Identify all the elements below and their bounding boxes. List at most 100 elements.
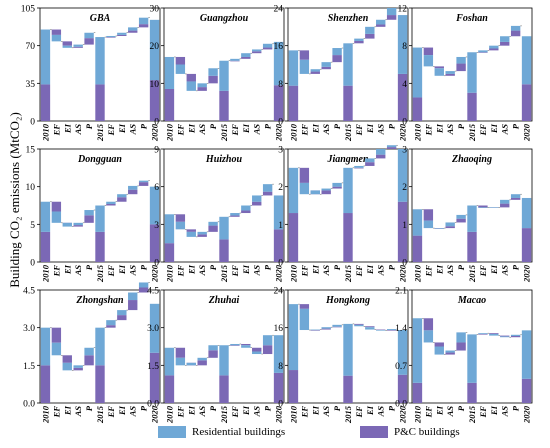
bar-pc-change bbox=[175, 347, 186, 358]
y-tick-label: 10 bbox=[150, 80, 160, 90]
x-tick-label: EF bbox=[478, 406, 488, 419]
bar-residential-change bbox=[445, 350, 455, 353]
x-tick-label: 2015 bbox=[95, 264, 105, 283]
x-tick-label: 2015 bbox=[95, 405, 105, 424]
bar-pc-change bbox=[456, 342, 466, 351]
bar-residential-change bbox=[423, 220, 434, 229]
x-tick-label: 2010 bbox=[288, 405, 298, 424]
x-tick-label: 2020 bbox=[398, 123, 408, 142]
bar-residential-change bbox=[241, 205, 251, 211]
y-tick-label: 4.5 bbox=[23, 287, 35, 297]
x-tick-label: EF bbox=[423, 406, 433, 419]
bar-residential bbox=[343, 323, 353, 376]
bar-residential-change bbox=[84, 32, 94, 39]
bar-residential-change bbox=[445, 71, 455, 74]
y-tick-label: 35 bbox=[26, 80, 36, 90]
bar-residential-change bbox=[456, 214, 466, 219]
bar-residential bbox=[219, 216, 229, 240]
bar-residential-change bbox=[230, 343, 240, 346]
bar-pc bbox=[95, 365, 105, 403]
x-tick-label: EF bbox=[354, 265, 364, 278]
bar-residential-change bbox=[138, 17, 149, 25]
x-tick-label: EF bbox=[106, 124, 116, 137]
bar-pc bbox=[219, 90, 229, 121]
x-tick-label: 2020 bbox=[522, 405, 532, 424]
bar-residential-change bbox=[354, 165, 364, 168]
bar-pc-change bbox=[321, 190, 331, 195]
bar-pc-change bbox=[208, 225, 218, 232]
bar-pc-change bbox=[299, 304, 310, 309]
x-tick-label: 2015 bbox=[95, 123, 105, 142]
x-tick-label: 2015 bbox=[219, 264, 229, 283]
panel-title: Zhuhai bbox=[208, 295, 240, 306]
bar-residential-change bbox=[386, 329, 397, 331]
bar-pc-change bbox=[299, 50, 310, 60]
x-tick-label: AS bbox=[321, 406, 331, 418]
x-tick-label: AS bbox=[321, 124, 331, 136]
x-tick-label: EF bbox=[175, 265, 185, 278]
bar-pc-change bbox=[186, 73, 196, 82]
bar-pc-change bbox=[332, 55, 342, 63]
x-tick-label: 2015 bbox=[343, 264, 353, 283]
bar-residential-change bbox=[128, 185, 138, 190]
y-tick-label: 0 bbox=[30, 259, 35, 269]
bar-residential-change bbox=[230, 213, 240, 216]
x-tick-label: EI bbox=[62, 123, 72, 134]
y-tick-label: 3 bbox=[278, 146, 283, 156]
bar-pc bbox=[95, 84, 105, 121]
x-tick-label: EI bbox=[117, 405, 127, 416]
bar-pc-change bbox=[73, 225, 83, 227]
bar-pc-change bbox=[434, 342, 444, 347]
bar-pc-change bbox=[230, 345, 240, 346]
x-tick-label: 2010 bbox=[412, 123, 422, 142]
y-tick-label: 0 bbox=[278, 259, 283, 269]
bar-residential bbox=[219, 60, 229, 91]
y-tick-label: 0 bbox=[278, 400, 283, 410]
x-tick-label: AS bbox=[197, 406, 207, 418]
bar-pc-change bbox=[489, 48, 499, 51]
y-tick-label: 9 bbox=[154, 146, 159, 156]
y-tick-label: 2.1 bbox=[395, 287, 407, 297]
x-tick-label: AS bbox=[128, 406, 138, 418]
bar-pc bbox=[95, 231, 105, 262]
x-tick-label: AS bbox=[376, 406, 386, 418]
x-tick-label: AS bbox=[445, 265, 455, 277]
x-tick-label: P bbox=[263, 123, 273, 129]
bar-residential-change bbox=[51, 211, 62, 223]
bar-residential-change bbox=[197, 231, 207, 235]
x-tick-label: EF bbox=[354, 124, 364, 137]
bar-pc-change bbox=[510, 336, 521, 338]
x-tick-label: EI bbox=[186, 123, 196, 134]
bar-pc-change bbox=[241, 343, 251, 346]
bar-pc-change bbox=[434, 66, 444, 69]
bar-pc bbox=[412, 382, 423, 403]
bar-pc-change bbox=[262, 345, 273, 355]
bar-residential bbox=[412, 209, 423, 236]
panel-title: Shenzhen bbox=[328, 13, 369, 24]
bar-pc bbox=[288, 213, 299, 262]
bar-residential-change bbox=[128, 292, 138, 301]
bar-pc-change bbox=[299, 167, 310, 183]
x-tick-label: P bbox=[208, 405, 218, 411]
bar-pc-change bbox=[252, 201, 262, 206]
x-tick-label: EI bbox=[310, 123, 320, 134]
bar-pc-change bbox=[365, 326, 375, 328]
panel-title: GBA bbox=[90, 13, 111, 24]
bar-pc-change bbox=[423, 318, 434, 331]
x-tick-label: EI bbox=[241, 405, 251, 416]
x-tick-label: EF bbox=[299, 406, 309, 419]
bar-residential bbox=[149, 303, 160, 353]
bar-pc bbox=[164, 243, 175, 262]
bar-residential-change bbox=[489, 207, 499, 208]
bar-residential-change bbox=[208, 345, 218, 351]
bar-pc bbox=[467, 382, 477, 403]
bar-pc bbox=[40, 231, 51, 262]
legend-swatch-residential bbox=[158, 426, 186, 438]
x-tick-label: EI bbox=[310, 405, 320, 416]
bar-pc bbox=[343, 375, 353, 403]
